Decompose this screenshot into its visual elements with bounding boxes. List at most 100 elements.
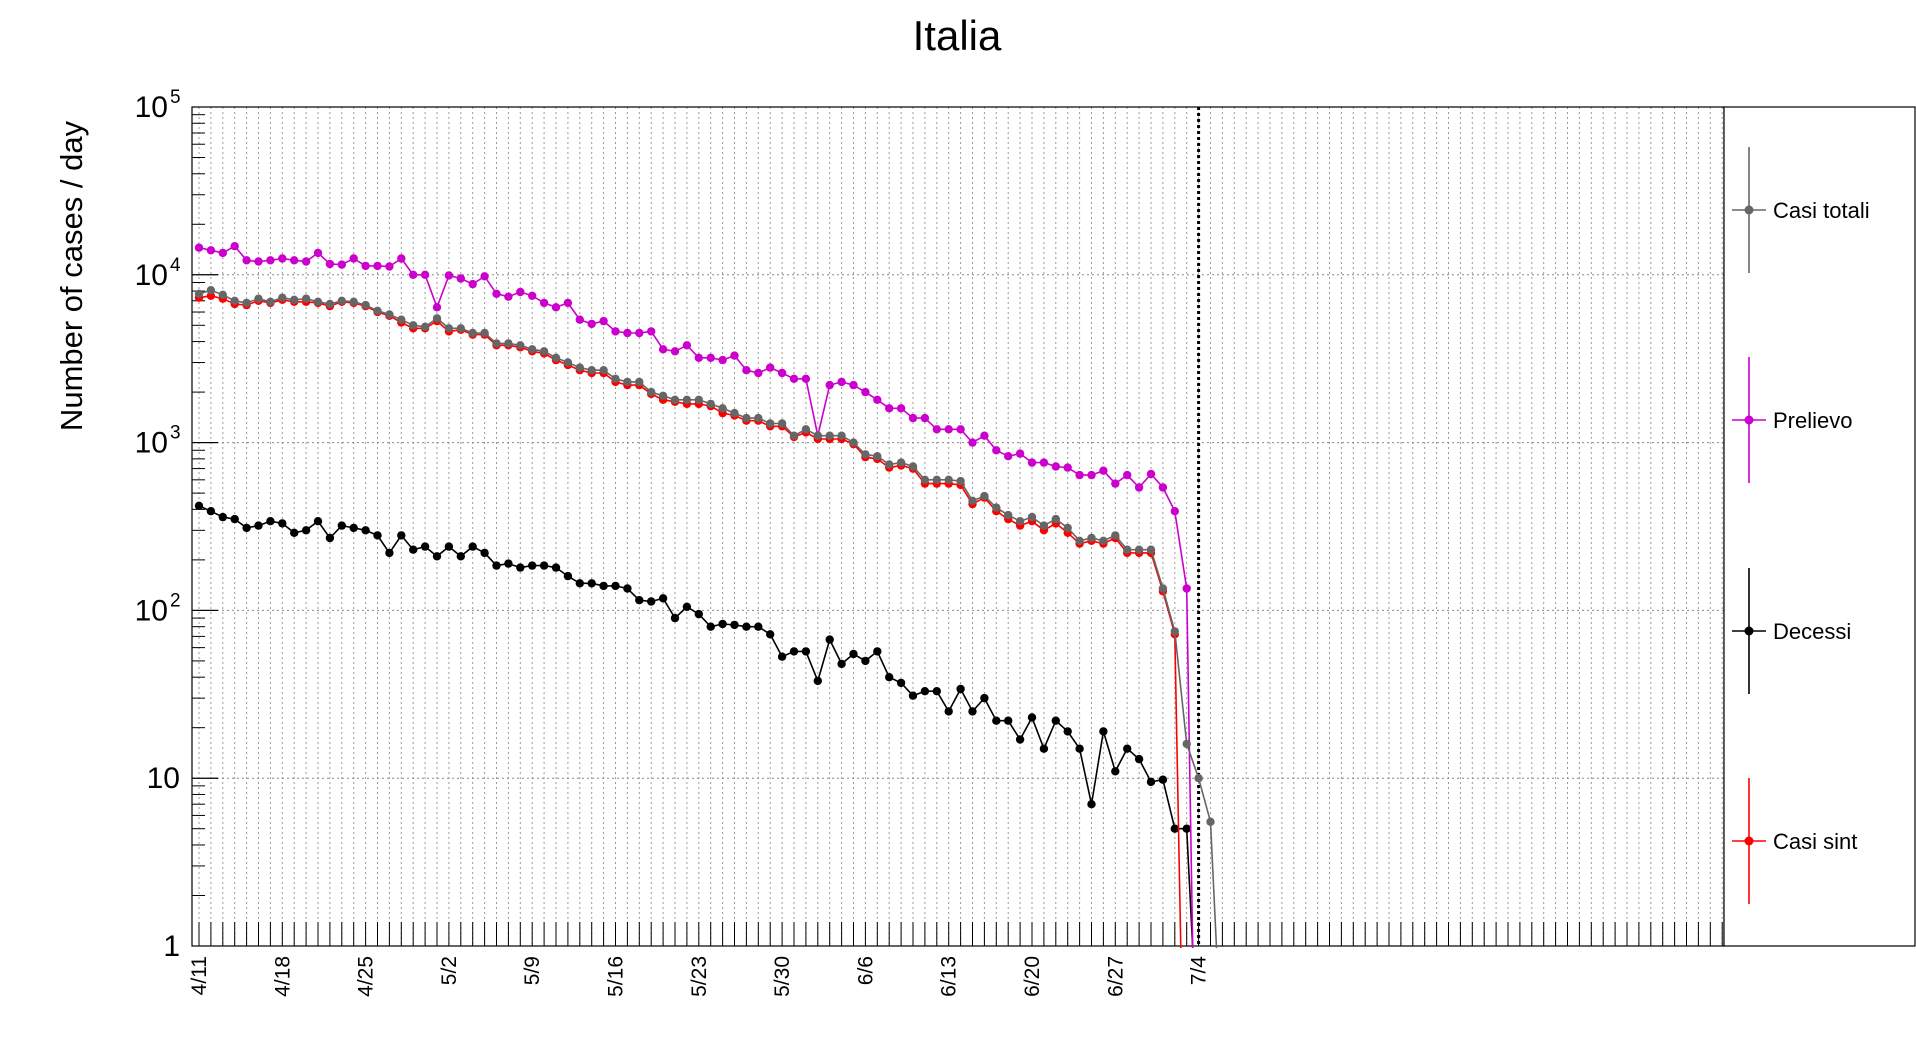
- data-point: [349, 297, 358, 306]
- y-tick-label-exponent: 3: [170, 423, 181, 444]
- data-point: [992, 716, 1001, 725]
- legend-item: Decessi: [1732, 568, 1851, 694]
- legend-marker: [1744, 626, 1754, 636]
- data-point: [944, 425, 953, 434]
- data-point: [861, 656, 870, 666]
- data-point: [635, 377, 644, 387]
- data-point: [528, 561, 537, 570]
- data-point: [397, 531, 406, 540]
- data-point: [432, 314, 442, 323]
- data-point: [730, 620, 739, 630]
- data-point: [873, 647, 882, 656]
- data-point: [266, 256, 275, 265]
- data-point: [290, 528, 299, 537]
- x-tick-label: 4/18: [271, 956, 294, 997]
- data-point: [337, 260, 346, 269]
- data-point: [813, 431, 822, 440]
- data-point: [1004, 510, 1013, 520]
- legend-label: Decessi: [1773, 619, 1851, 644]
- y-tick-label: 10 4: [135, 255, 181, 292]
- y-tick-label-base: 10: [135, 91, 168, 124]
- x-tick-label: 5/23: [688, 956, 711, 997]
- data-point: [766, 419, 775, 428]
- data-point: [373, 261, 382, 271]
- data-point: [1170, 824, 1180, 833]
- data-point: [670, 395, 680, 404]
- data-point: [266, 517, 275, 526]
- legend-label: Prelievo: [1773, 408, 1852, 433]
- y-tick-label-base: 1: [163, 930, 180, 963]
- data-point: [885, 673, 894, 682]
- data-point: [385, 548, 394, 558]
- data-point: [230, 296, 239, 305]
- data-point: [551, 563, 561, 572]
- data-point: [539, 561, 549, 570]
- data-point: [230, 514, 239, 524]
- x-tick-label: 4/11: [188, 956, 211, 995]
- x-tick-label: 6/13: [938, 956, 961, 997]
- data-point: [623, 377, 632, 387]
- data-point: [539, 298, 549, 308]
- data-point: [575, 315, 584, 324]
- series-decessi: [194, 501, 1194, 949]
- data-point: [623, 328, 632, 338]
- data-point: [468, 279, 477, 289]
- data-point: [599, 366, 608, 375]
- data-point: [1099, 466, 1108, 475]
- data-point: [290, 256, 299, 265]
- data-point: [313, 297, 323, 306]
- data-point: [313, 248, 323, 258]
- y-tick-label: 10 2: [135, 590, 181, 627]
- data-point: [230, 242, 239, 251]
- data-point: [1051, 462, 1061, 471]
- legend-item: Prelievo: [1732, 357, 1852, 483]
- data-point: [980, 693, 989, 703]
- data-point: [361, 300, 370, 310]
- data-point: [658, 345, 668, 354]
- data-point: [718, 619, 727, 629]
- data-point: [611, 327, 620, 336]
- data-point: [468, 542, 477, 551]
- data-point: [1063, 727, 1072, 736]
- data-point: [1194, 774, 1203, 783]
- data-point: [968, 438, 977, 447]
- series-layer: [194, 242, 1218, 949]
- data-point: [409, 270, 418, 279]
- x-tick-label: 4/25: [355, 956, 378, 997]
- data-point: [337, 521, 346, 530]
- data-point: [528, 345, 537, 354]
- data-point: [456, 552, 465, 561]
- data-point: [908, 413, 918, 423]
- data-point: [337, 296, 346, 305]
- data-point: [218, 290, 227, 299]
- data-point: [1015, 735, 1025, 744]
- data-point: [1039, 458, 1049, 467]
- data-point: [623, 584, 632, 593]
- data-point: [456, 324, 465, 333]
- data-point: [1134, 483, 1144, 492]
- data-point: [1134, 754, 1144, 764]
- data-point: [301, 526, 311, 535]
- data-point: [1039, 744, 1049, 753]
- data-point: [754, 368, 763, 378]
- data-point: [777, 368, 787, 378]
- data-point: [349, 254, 358, 263]
- data-point: [920, 475, 930, 484]
- data-point: [516, 341, 525, 350]
- data-point: [1111, 531, 1120, 540]
- data-point: [682, 341, 692, 350]
- data-point: [885, 460, 894, 469]
- data-point: [313, 517, 323, 526]
- y-tick-label-base: 10: [135, 594, 168, 627]
- legend-marker: [1744, 836, 1754, 846]
- data-point: [551, 353, 561, 362]
- data-point: [599, 581, 608, 591]
- data-point: [694, 609, 703, 619]
- data-point: [611, 581, 620, 591]
- data-point: [254, 521, 263, 530]
- data-point: [896, 458, 906, 467]
- data-point: [908, 462, 918, 471]
- data-point: [373, 306, 382, 315]
- legend-item: Casi totali: [1732, 147, 1870, 273]
- y-tick-label-base: 10: [147, 762, 180, 795]
